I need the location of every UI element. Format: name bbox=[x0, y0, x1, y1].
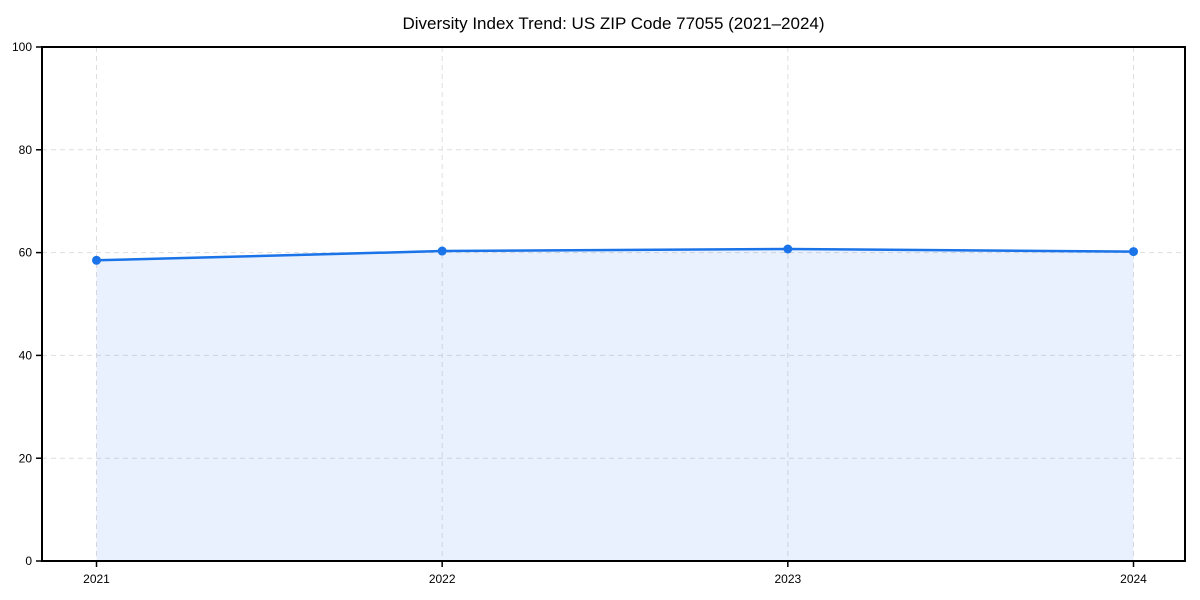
x-tick-label: 2021 bbox=[83, 572, 110, 586]
y-tick-label: 60 bbox=[19, 246, 33, 260]
tick-labels: 0 20 40 60 80 100 2021 2022 2023 2024 bbox=[12, 40, 1147, 586]
plot-frame bbox=[41, 46, 1186, 562]
y-tick-label: 40 bbox=[19, 348, 33, 362]
y-tick-label: 0 bbox=[25, 554, 32, 568]
tick-marks bbox=[36, 46, 1135, 567]
area-fill bbox=[96, 249, 1134, 561]
chart-title: Diversity Index Trend: US ZIP Code 77055… bbox=[402, 14, 824, 33]
x-tick-label: 2024 bbox=[1120, 572, 1147, 586]
data-point bbox=[1129, 247, 1138, 257]
area-under-line bbox=[96, 249, 1134, 561]
line-series bbox=[95, 247, 1135, 262]
data-point bbox=[437, 246, 447, 256]
x-tick-label: 2022 bbox=[429, 572, 456, 586]
y-tick-label: 80 bbox=[19, 143, 33, 157]
data-point bbox=[783, 244, 793, 254]
trend-line bbox=[95, 247, 1135, 262]
gridlines bbox=[42, 46, 1185, 562]
x-tick-label: 2023 bbox=[774, 572, 801, 586]
axes-frame bbox=[41, 46, 1186, 562]
data-point-markers bbox=[92, 244, 1138, 265]
data-point bbox=[92, 255, 101, 265]
y-tick-label: 100 bbox=[12, 40, 32, 54]
y-tick-label: 20 bbox=[19, 451, 33, 465]
